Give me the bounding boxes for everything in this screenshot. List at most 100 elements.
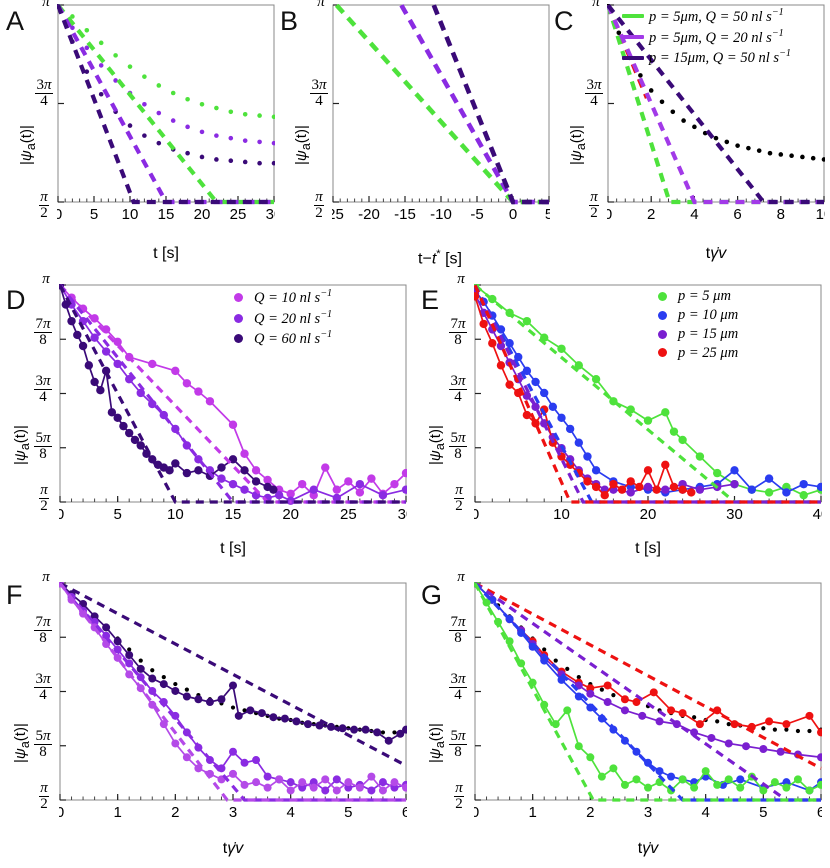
svg-text:5: 5 bbox=[759, 804, 767, 821]
svg-text:1: 1 bbox=[528, 804, 536, 821]
panel-a-ytick-3pi4: 3π 4 bbox=[35, 77, 53, 109]
svg-text:25: 25 bbox=[340, 506, 357, 523]
svg-text:20: 20 bbox=[282, 506, 299, 523]
svg-text:5: 5 bbox=[113, 506, 121, 523]
panel-c-xlabel: tγ̇v bbox=[705, 245, 727, 262]
svg-text:15: 15 bbox=[225, 506, 242, 523]
panel-g-plot: 0 1 2 3 4 5 6 bbox=[474, 582, 822, 821]
svg-text:5: 5 bbox=[545, 206, 550, 223]
panel-a-ylabel: |ψa(t)| bbox=[18, 125, 38, 165]
panel-f-ytick-5pi8: 5π 8 bbox=[34, 728, 52, 760]
legend-dot-q10 bbox=[234, 292, 243, 302]
svg-text:6: 6 bbox=[817, 804, 822, 821]
panel-g-xlabel: tγ̇v bbox=[637, 840, 659, 857]
panel-a-label: A bbox=[6, 6, 25, 36]
svg-text:4: 4 bbox=[701, 804, 709, 821]
svg-text:30: 30 bbox=[266, 206, 275, 223]
panel-c-ylabel: |ψa(t)| bbox=[568, 125, 588, 165]
panel-c-ytick-3pi4: 3π 4 bbox=[585, 77, 603, 109]
svg-text:2: 2 bbox=[647, 206, 655, 223]
svg-text:-10: -10 bbox=[430, 206, 452, 223]
legend-swatch-darkpurple bbox=[622, 55, 644, 60]
panel-f-label: F bbox=[6, 580, 23, 610]
panel-d-label: D bbox=[6, 285, 26, 315]
panel-e-ytick-7pi8: 7π 8 bbox=[449, 316, 467, 348]
svg-text:2: 2 bbox=[171, 804, 179, 821]
legend-dot-q60 bbox=[234, 334, 243, 344]
panel-d-legend: Q = 10 nl s−1 Q = 20 nl s−1 Q = 60 nl s−… bbox=[228, 287, 332, 349]
svg-text:30: 30 bbox=[398, 506, 407, 523]
legend-item-d-1[interactable]: Q = 20 nl s−1 bbox=[228, 308, 332, 329]
svg-text:0: 0 bbox=[474, 506, 479, 523]
legend-item-e-2[interactable]: p = 15 μm bbox=[652, 325, 738, 344]
legend-dot-p5 bbox=[658, 291, 667, 301]
panel-d-ytick-3pi4: 3π 4 bbox=[34, 373, 52, 405]
svg-text:-25: -25 bbox=[332, 206, 344, 223]
legend-label-c-1: p = 5μm, Q = 20 nl s−1 bbox=[649, 27, 784, 46]
legend-label-c-0: p = 5μm, Q = 50 nl s−1 bbox=[649, 7, 784, 25]
panel-b-plot: -25 -20 -15 -10 -5 0 5 bbox=[332, 4, 550, 223]
panel-b: B |ψa(t)| π 3π4 π2 -25 -20 -15 -10 -5 0 5 t−t*… bbox=[275, 0, 555, 275]
svg-text:20: 20 bbox=[640, 506, 657, 523]
panel-c-ytick-pi: π bbox=[592, 0, 600, 10]
legend-item-e-1[interactable]: p = 10 μm bbox=[652, 306, 738, 325]
panel-g-ytick-5pi8: 5π 8 bbox=[449, 728, 467, 760]
panel-d-ytick-5pi8: 5π 8 bbox=[34, 430, 52, 462]
panel-a-plot: 0 5 10 15 20 25 30 bbox=[57, 4, 275, 223]
panel-d-ytick-pi: π bbox=[42, 271, 50, 287]
svg-text:10: 10 bbox=[122, 206, 139, 223]
panel-e-xlabel: t [s] bbox=[635, 540, 661, 557]
legend-dot-p25 bbox=[658, 348, 667, 358]
legend-item-d-2[interactable]: Q = 60 nl s−1 bbox=[228, 328, 332, 349]
panel-f-plot: 0 1 2 3 4 5 6 bbox=[59, 582, 407, 821]
panel-d: D |ψa(t)| π 7π8 3π4 5π8 π2 051015202530 … bbox=[0, 271, 415, 565]
svg-text:6: 6 bbox=[402, 804, 407, 821]
legend-item-d-0[interactable]: Q = 10 nl s−1 bbox=[228, 287, 332, 308]
svg-text:15: 15 bbox=[158, 206, 175, 223]
panel-g-ytick-pi: π bbox=[457, 569, 465, 585]
svg-text:-15: -15 bbox=[394, 206, 416, 223]
svg-text:0: 0 bbox=[509, 206, 517, 223]
legend-item-c-2[interactable]: p = 15μm, Q = 50 nl s−1 bbox=[622, 47, 791, 68]
panel-b-ylabel: |ψa(t)| bbox=[293, 125, 313, 165]
panel-f-ytick-pi: π bbox=[42, 569, 50, 585]
legend-item-e-3[interactable]: p = 25 μm bbox=[652, 344, 738, 363]
legend-item-e-0[interactable]: p = 5 μm bbox=[652, 287, 738, 306]
panel-c-label: C bbox=[554, 6, 574, 36]
svg-text:10: 10 bbox=[167, 506, 184, 523]
panel-c: C |ψa(t)| π 3π4 π2 0 2 4 6 8 10 p = 5μm, Q = … bbox=[550, 0, 830, 270]
svg-text:10: 10 bbox=[553, 506, 570, 523]
panel-d-plot: 0 5 10 15 20 25 30 bbox=[59, 284, 407, 523]
svg-text:4: 4 bbox=[286, 804, 294, 821]
legend-item-c-0[interactable]: p = 5μm, Q = 50 nl s−1 bbox=[622, 6, 791, 27]
svg-text:10: 10 bbox=[816, 206, 825, 223]
legend-item-c-1[interactable]: p = 5μm, Q = 20 nl s−1 bbox=[622, 27, 791, 48]
panel-e-plot: 0 10 20 30 40 bbox=[474, 284, 822, 523]
panel-g-ytick-7pi8: 7π 8 bbox=[449, 614, 467, 646]
legend-swatch-purple bbox=[622, 35, 644, 39]
svg-text:6: 6 bbox=[733, 206, 741, 223]
svg-text:40: 40 bbox=[813, 506, 822, 523]
legend-dot-q20 bbox=[234, 313, 243, 323]
legend-label-d-2: Q = 60 nl s−1 bbox=[254, 329, 333, 348]
panel-e: E |ψa(t)| π 7π8 3π4 5π8 π2 010203040 p =… bbox=[415, 271, 830, 565]
svg-text:0: 0 bbox=[57, 206, 62, 223]
legend-label-e-1: p = 10 μm bbox=[678, 306, 739, 323]
svg-text:20: 20 bbox=[194, 206, 211, 223]
svg-text:1: 1 bbox=[113, 804, 121, 821]
panel-a-ytick-pi: π bbox=[42, 0, 50, 10]
panel-b-ytick-pi: π bbox=[317, 0, 325, 10]
panel-e-ytick-pi: π bbox=[457, 271, 465, 287]
legend-label-c-2: p = 15μm, Q = 50 nl s−1 bbox=[649, 48, 791, 67]
panel-a: A |ψa(t)| π 3π4 π2 0 5 10 15 20 25 30 t [s] bbox=[0, 0, 280, 270]
panel-b-ytick-3pi4: 3π 4 bbox=[310, 77, 328, 109]
svg-text:0: 0 bbox=[474, 804, 479, 821]
